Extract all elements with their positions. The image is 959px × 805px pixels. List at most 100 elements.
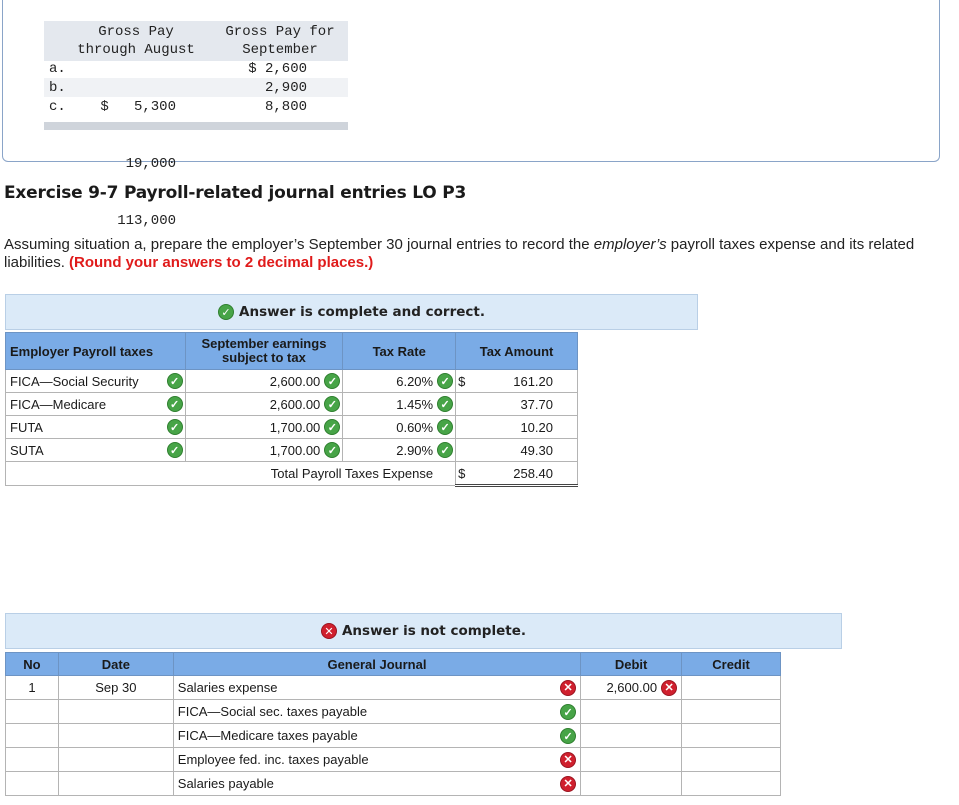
rounding-note: (Round your answers to 2 decimal places.… bbox=[69, 254, 374, 271]
exercise-title: Exercise 9-7 Payroll-related journal ent… bbox=[4, 183, 467, 203]
col-employer-payroll-taxes: Employer Payroll taxes bbox=[5, 332, 186, 370]
col2-line2: September bbox=[242, 42, 318, 58]
tax-name: SUTA bbox=[10, 442, 44, 458]
credit-input[interactable] bbox=[681, 723, 781, 748]
earnings-input[interactable]: 2,600.00 ✓ bbox=[184, 392, 344, 416]
col-credit: Credit bbox=[681, 652, 781, 676]
tax-name: FUTA bbox=[10, 419, 43, 435]
total-currency: $ bbox=[455, 461, 472, 487]
entry-date[interactable] bbox=[57, 771, 174, 796]
col-header-gross-pay-august: Gross Pay through August bbox=[44, 23, 228, 59]
tax-name: FICA—Medicare bbox=[10, 396, 107, 412]
table-row: Salaries payable ✕ bbox=[5, 771, 781, 796]
situation-label-a: a. bbox=[49, 61, 66, 77]
account-name: Employee fed. inc. taxes payable bbox=[177, 752, 369, 767]
entry-no bbox=[5, 723, 59, 748]
august-value-c: 113,000 bbox=[117, 213, 176, 229]
tax-name-cell: FICA—Social Security ✓ bbox=[5, 369, 186, 393]
account-select[interactable]: Employee fed. inc. taxes payable ✕ bbox=[172, 747, 582, 772]
debit-value: 2,600.00 bbox=[606, 680, 658, 695]
earnings-input[interactable]: 2,600.00 ✓ bbox=[184, 369, 344, 393]
table-row: FICA—Medicare taxes payable ✓ bbox=[5, 723, 781, 748]
entry-date[interactable] bbox=[57, 747, 174, 772]
x-circle-icon: ✕ bbox=[560, 776, 577, 792]
table-row: SUTA ✓ 1,700.00 ✓ 2.90% ✓ 49.30 bbox=[5, 438, 578, 462]
situation-label-b: b. bbox=[49, 80, 66, 96]
credit-input[interactable] bbox=[681, 771, 781, 796]
instructions-text-2: payroll taxes expense and its related li… bbox=[4, 236, 915, 271]
account-select[interactable]: Salaries payable ✕ bbox=[172, 771, 582, 796]
banner-text: Answer is complete and correct. bbox=[239, 304, 485, 320]
table-row: FICA—Medicare ✓ 2,600.00 ✓ 1.45% ✓ 37.70 bbox=[5, 392, 578, 416]
debit-input[interactable] bbox=[580, 747, 683, 772]
total-amount: 258.40 bbox=[471, 461, 578, 487]
rate-value: 6.20% bbox=[396, 373, 434, 389]
amount-cell: 10.20 bbox=[471, 415, 578, 439]
table-row: FUTA ✓ 1,700.00 ✓ 0.60% ✓ 10.20 bbox=[5, 415, 578, 439]
rate-input[interactable]: 2.90% ✓ bbox=[342, 438, 457, 462]
account-name: Salaries expense bbox=[177, 680, 278, 695]
credit-input[interactable] bbox=[681, 699, 781, 724]
account-select[interactable]: Salaries expense ✕ bbox=[172, 675, 582, 700]
situation-row-shade bbox=[44, 78, 348, 97]
account-select[interactable]: FICA—Social sec. taxes payable ✓ bbox=[172, 699, 582, 724]
check-circle-icon: ✓ bbox=[324, 442, 341, 458]
col-debit: Debit bbox=[580, 652, 683, 676]
credit-input[interactable] bbox=[681, 675, 781, 700]
earnings-input[interactable]: 1,700.00 ✓ bbox=[184, 415, 344, 439]
rate-input[interactable]: 6.20% ✓ bbox=[342, 369, 457, 393]
check-circle-icon: ✓ bbox=[218, 304, 235, 320]
col2-line1: Gross Pay for bbox=[225, 24, 335, 40]
x-circle-icon: ✕ bbox=[320, 623, 337, 639]
entry-date[interactable]: Sep 30 bbox=[57, 675, 174, 700]
debit-input[interactable]: 2,600.00 ✕ bbox=[580, 675, 683, 700]
check-circle-icon: ✓ bbox=[166, 396, 183, 412]
situation-labels: a. b. c. bbox=[49, 60, 66, 117]
earnings-value: 2,600.00 bbox=[269, 396, 321, 412]
rate-input[interactable]: 1.45% ✓ bbox=[342, 392, 457, 416]
check-circle-icon: ✓ bbox=[560, 704, 577, 720]
entry-no bbox=[5, 747, 59, 772]
x-circle-icon: ✕ bbox=[560, 680, 577, 696]
table-row: FICA—Social Security ✓ 2,600.00 ✓ 6.20% ✓ $… bbox=[5, 369, 578, 393]
col-header-gross-pay-september: Gross Pay for September bbox=[210, 23, 350, 59]
september-value-b: 2,900 bbox=[264, 80, 307, 96]
account-name: FICA—Medicare taxes payable bbox=[177, 728, 358, 743]
rate-input[interactable]: 0.60% ✓ bbox=[342, 415, 457, 439]
check-circle-icon: ✓ bbox=[324, 396, 341, 412]
tax-name: FICA—Social Security bbox=[10, 373, 139, 389]
august-value-a: $ 5,300 bbox=[100, 99, 176, 115]
total-row: Total Payroll Taxes Expense $ 258.40 bbox=[4, 461, 578, 487]
instructions: Assuming situation a, prepare the employ… bbox=[4, 236, 934, 272]
check-circle-icon: ✓ bbox=[560, 728, 577, 744]
tax-name-cell: FUTA ✓ bbox=[5, 415, 186, 439]
account-select[interactable]: FICA—Medicare taxes payable ✓ bbox=[172, 723, 582, 748]
entry-date[interactable] bbox=[57, 699, 174, 724]
check-circle-icon: ✓ bbox=[166, 373, 183, 389]
col-tax-rate: Tax Rate bbox=[342, 332, 457, 370]
debit-input[interactable] bbox=[580, 771, 683, 796]
answer-incomplete-banner: ✕ Answer is not complete. bbox=[5, 613, 842, 649]
table-row: 1 Sep 30 Salaries expense ✕ 2,600.00 ✕ bbox=[5, 675, 781, 700]
instructions-text: Assuming situation a, prepare the employ… bbox=[4, 236, 594, 253]
august-value-b: 19,000 bbox=[125, 156, 176, 172]
payroll-tax-table: Employer Payroll taxes September earning… bbox=[4, 332, 578, 487]
check-circle-icon: ✓ bbox=[166, 442, 183, 458]
col1-line2: through August bbox=[77, 42, 195, 58]
credit-input[interactable] bbox=[681, 747, 781, 772]
col-general-journal: General Journal bbox=[172, 652, 582, 676]
entry-date[interactable] bbox=[57, 723, 174, 748]
table-row: Employee fed. inc. taxes payable ✕ bbox=[5, 747, 781, 772]
amount-cell: 49.30 bbox=[471, 438, 578, 462]
col-date: Date bbox=[57, 652, 174, 676]
earnings-value: 1,700.00 bbox=[269, 442, 321, 458]
situation-august-values: $ 5,300 19,000 113,000 bbox=[70, 60, 176, 250]
rate-value: 2.90% bbox=[396, 442, 434, 458]
currency-cell: $ bbox=[455, 369, 472, 393]
earnings-input[interactable]: 1,700.00 ✓ bbox=[184, 438, 344, 462]
situation-label-c: c. bbox=[49, 99, 66, 115]
check-circle-icon: ✓ bbox=[166, 419, 183, 435]
debit-input[interactable] bbox=[580, 699, 683, 724]
debit-input[interactable] bbox=[580, 723, 683, 748]
col-september-earnings: September earnings subject to tax bbox=[184, 332, 344, 370]
